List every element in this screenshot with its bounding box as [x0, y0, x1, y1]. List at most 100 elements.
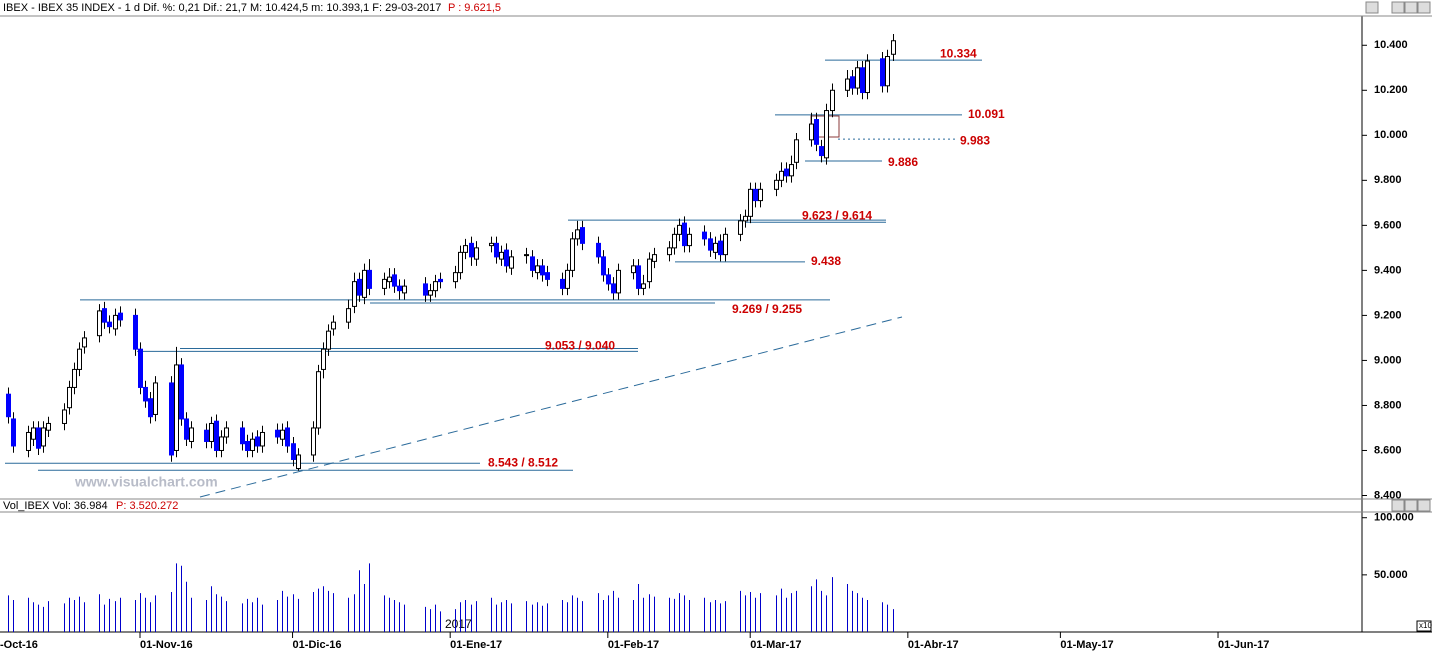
- candle-body: [530, 256, 535, 271]
- candle-body: [255, 436, 260, 447]
- candle-body: [113, 314, 118, 330]
- candle-body: [474, 247, 479, 260]
- y-tick-label: 10.400: [1374, 39, 1408, 51]
- candle-body: [565, 269, 570, 289]
- candle-body: [82, 337, 87, 348]
- candle-body: [809, 123, 814, 141]
- candle-body: [209, 422, 214, 442]
- candle-body: [743, 215, 748, 222]
- candle-body: [824, 110, 829, 159]
- candle-body: [214, 420, 219, 451]
- level-label: 8.543 / 8.512: [488, 455, 558, 469]
- candle-body: [357, 278, 362, 296]
- candle-body: [499, 251, 504, 260]
- price-header: IBEX - IBEX 35 INDEX - 1 d Dif. %: 0,21 …: [3, 2, 441, 14]
- candle-body: [647, 258, 652, 283]
- candle-body: [326, 330, 331, 350]
- candle-body: [667, 247, 672, 256]
- x-tick-label: -Oct-16: [0, 639, 38, 651]
- candle-body: [469, 242, 474, 258]
- candle-body: [41, 427, 46, 447]
- panel-button[interactable]: [1391, 1, 1405, 14]
- panel-button[interactable]: [1391, 499, 1405, 512]
- candle-body: [321, 348, 326, 370]
- panel-button[interactable]: [1365, 1, 1379, 14]
- candle-body: [601, 256, 606, 276]
- volume-header-p: P: 3.520.272: [116, 500, 178, 512]
- candle-body: [296, 454, 301, 469]
- candle-body: [616, 269, 621, 294]
- candle-body: [184, 418, 189, 440]
- candle-body: [860, 67, 865, 94]
- candle-body: [107, 321, 112, 328]
- candle-body: [245, 440, 250, 451]
- candle-body: [260, 431, 265, 447]
- candle-body: [784, 168, 789, 177]
- candle-body: [148, 398, 153, 418]
- candle-body: [382, 278, 387, 289]
- candle-body: [891, 40, 896, 55]
- candle-body: [723, 233, 728, 256]
- candle-body: [387, 276, 392, 283]
- candle-body: [352, 281, 357, 307]
- watermark: www.visualchart.com: [74, 474, 218, 490]
- x-tick-label: 01-Mar-17: [750, 639, 801, 651]
- candle-body: [291, 443, 296, 460]
- candle-body: [77, 348, 82, 370]
- candle-body: [718, 240, 723, 256]
- candle-body: [509, 256, 514, 269]
- candle-body: [174, 364, 179, 451]
- candle-body: [240, 427, 245, 445]
- year-label: 2017: [445, 617, 472, 631]
- level-label: 9.438: [811, 254, 841, 268]
- candle-body: [143, 386, 148, 402]
- candle-body: [250, 438, 255, 451]
- y-tick-label: 10.200: [1374, 84, 1408, 96]
- candle-body: [494, 242, 499, 258]
- candle-body: [713, 242, 718, 253]
- candle-body: [428, 290, 433, 296]
- y-tick-label: 10.000: [1374, 129, 1408, 141]
- candle-body: [169, 382, 174, 456]
- candle-body: [682, 222, 687, 247]
- candle-body: [72, 368, 77, 388]
- x-tick-label: 01-Jun-17: [1218, 639, 1269, 651]
- x-tick-label: 01-Ene-17: [450, 639, 502, 651]
- candle-body: [774, 179, 779, 190]
- panel-button[interactable]: [1404, 1, 1418, 14]
- candle-body: [402, 285, 407, 294]
- level-label: 10.334: [940, 46, 977, 60]
- candle-body: [224, 427, 229, 438]
- panel-button[interactable]: [1417, 499, 1431, 512]
- y-tick-label: 8.400: [1374, 489, 1402, 501]
- level-label: 9.623 / 9.614: [802, 208, 872, 222]
- panel-button[interactable]: [1404, 499, 1418, 512]
- candle-body: [397, 285, 402, 292]
- level-label: 9.053 / 9.040: [545, 339, 615, 353]
- candle-body: [819, 146, 824, 157]
- candle-body: [850, 76, 855, 89]
- candle-body: [97, 310, 102, 337]
- candle-body: [753, 188, 758, 202]
- candle-body: [46, 422, 51, 431]
- panel-button[interactable]: [1417, 1, 1431, 14]
- candle-body: [31, 427, 36, 440]
- candle-body: [570, 238, 575, 271]
- candle-body: [331, 321, 336, 330]
- candle-body: [453, 272, 458, 283]
- candle-body: [275, 429, 280, 438]
- candle-body: [189, 427, 194, 442]
- candle-body: [865, 60, 870, 94]
- candle-body: [672, 233, 677, 249]
- candle-body: [677, 224, 682, 235]
- level-label: 10.091: [968, 107, 1005, 121]
- candle-body: [845, 78, 850, 91]
- candle-body: [652, 254, 657, 262]
- trend-line: [199, 316, 903, 498]
- candle-body: [575, 229, 580, 240]
- candle-body: [596, 242, 601, 258]
- candle-body: [606, 274, 611, 285]
- scale-box: [1416, 620, 1432, 632]
